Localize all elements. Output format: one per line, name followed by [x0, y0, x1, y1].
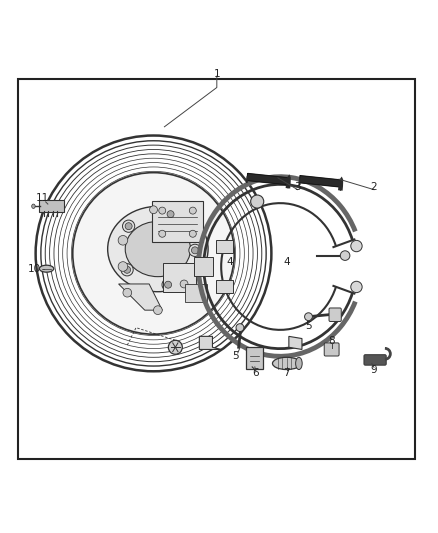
Circle shape — [159, 207, 166, 214]
FancyBboxPatch shape — [185, 284, 207, 302]
FancyBboxPatch shape — [163, 263, 196, 292]
Circle shape — [153, 306, 162, 314]
Circle shape — [191, 247, 198, 254]
FancyBboxPatch shape — [215, 240, 233, 253]
Circle shape — [123, 220, 135, 232]
Text: 1: 1 — [213, 69, 220, 78]
Text: 3: 3 — [294, 182, 301, 192]
Text: 9: 9 — [371, 366, 377, 375]
FancyBboxPatch shape — [39, 200, 64, 212]
Circle shape — [251, 195, 264, 208]
Circle shape — [125, 223, 132, 230]
Ellipse shape — [272, 357, 301, 369]
Circle shape — [123, 288, 132, 297]
FancyBboxPatch shape — [194, 257, 213, 276]
FancyBboxPatch shape — [152, 201, 203, 242]
Text: 4: 4 — [226, 257, 233, 267]
Polygon shape — [300, 176, 341, 187]
Ellipse shape — [296, 357, 302, 369]
Text: 11: 11 — [35, 192, 49, 203]
Polygon shape — [289, 336, 302, 350]
Polygon shape — [119, 284, 162, 310]
Circle shape — [236, 324, 244, 332]
Circle shape — [73, 173, 234, 334]
Circle shape — [165, 281, 172, 288]
Text: 5: 5 — [305, 321, 312, 332]
Circle shape — [189, 207, 196, 214]
Circle shape — [168, 340, 182, 354]
Ellipse shape — [125, 221, 191, 277]
FancyBboxPatch shape — [329, 308, 341, 321]
Polygon shape — [199, 336, 221, 350]
Circle shape — [189, 230, 196, 237]
FancyBboxPatch shape — [246, 347, 263, 369]
Text: 6: 6 — [252, 368, 259, 378]
FancyBboxPatch shape — [324, 343, 339, 356]
Circle shape — [180, 280, 188, 288]
Circle shape — [304, 313, 312, 321]
Circle shape — [189, 244, 201, 256]
Circle shape — [124, 266, 131, 273]
Text: 5: 5 — [232, 351, 239, 361]
Circle shape — [159, 230, 166, 237]
Ellipse shape — [32, 204, 35, 208]
Circle shape — [118, 236, 128, 245]
Circle shape — [340, 251, 350, 261]
Ellipse shape — [108, 206, 208, 292]
Circle shape — [121, 264, 133, 276]
Polygon shape — [247, 174, 289, 185]
Text: 2: 2 — [371, 182, 377, 192]
FancyBboxPatch shape — [215, 280, 233, 293]
Circle shape — [351, 240, 362, 252]
Circle shape — [167, 211, 174, 217]
Text: 8: 8 — [328, 336, 335, 346]
Circle shape — [118, 262, 128, 271]
Circle shape — [150, 206, 157, 214]
Circle shape — [351, 281, 362, 293]
FancyBboxPatch shape — [364, 354, 386, 365]
Ellipse shape — [39, 265, 54, 272]
FancyBboxPatch shape — [18, 79, 416, 458]
Circle shape — [164, 208, 177, 220]
Text: 7: 7 — [283, 368, 290, 378]
Text: 10: 10 — [28, 264, 41, 273]
Circle shape — [162, 279, 174, 291]
Text: 4: 4 — [283, 257, 290, 267]
